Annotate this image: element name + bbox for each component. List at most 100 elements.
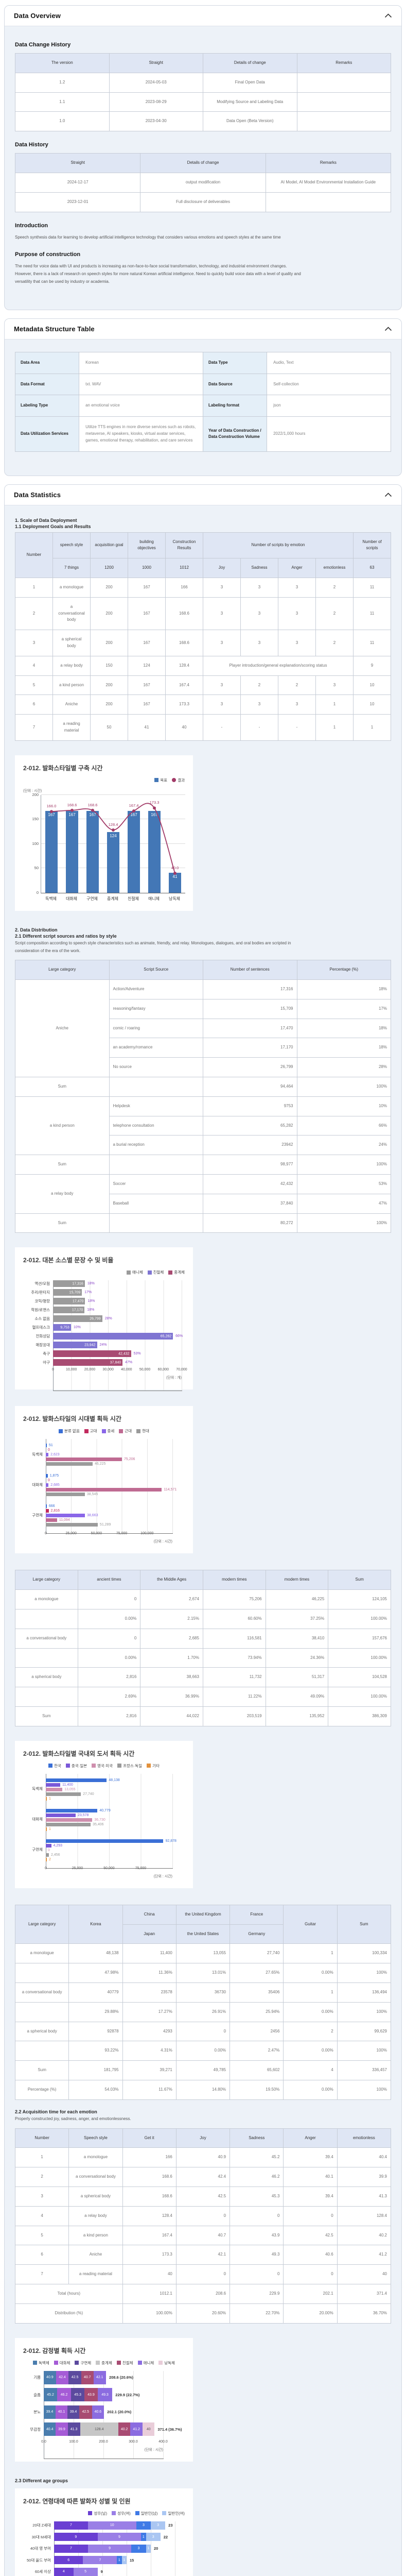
bar xyxy=(46,1853,49,1857)
bar-segment: 9 xyxy=(97,2533,142,2541)
table-cell: a spherical body xyxy=(15,1667,78,1688)
data-overview-header[interactable]: Data Overview xyxy=(5,6,401,26)
table-cell: a monologue xyxy=(14,1943,69,1964)
section-title-purpose: Purpose of construction xyxy=(15,251,81,258)
legend: 성우(남) 성우(여) 일반인(남) 일반인(여) xyxy=(23,2511,185,2516)
hlab: 20대 Z세대 xyxy=(32,2523,51,2528)
table-header-cell: Straight xyxy=(109,53,203,73)
chevron-up-icon[interactable] xyxy=(384,327,392,331)
table-cell: 3 xyxy=(315,675,354,696)
chart-title: 2-012. 발화스타일별 구축 시간 xyxy=(23,764,103,772)
table-cell: 46,225 xyxy=(265,1589,329,1610)
table-header-cell: Straight xyxy=(14,153,141,173)
glayer xyxy=(46,1439,173,1534)
bar xyxy=(46,1857,47,1861)
hlab: 슬픔 xyxy=(33,2392,41,2397)
vallab: 0 xyxy=(48,1448,50,1452)
table-cell: Final Open Data xyxy=(203,72,297,93)
chart-element: 구연체 xyxy=(86,896,98,901)
chart-element: 7 9 3 1 xyxy=(54,2544,151,2553)
table-cell: 0 xyxy=(230,2264,284,2284)
hlab: 추리/판타지 xyxy=(31,1290,50,1295)
table-cell: 11.22% xyxy=(202,1687,266,1707)
table-cell: an academy/romance xyxy=(109,1038,203,1058)
hlab: 학원/로맨스 xyxy=(31,1308,50,1313)
table-cell: 51,317 xyxy=(265,1667,329,1688)
legend-item: 중계체 xyxy=(96,2360,112,2366)
pctlab: 28% xyxy=(104,1317,112,1321)
table-cell: 2 xyxy=(283,2021,338,2042)
data-statistics-header[interactable]: Data Statistics xyxy=(5,484,401,505)
hrow: 1 xyxy=(46,1827,185,1831)
bar-segment: 4 xyxy=(54,2567,74,2576)
hlab: 분노 xyxy=(33,2410,41,2415)
table-header-cell: Large category xyxy=(14,1904,69,1944)
vxlabels: 독백체 대화체 구연체 중계체 친절체 애니체 낭독체 xyxy=(41,893,185,902)
table-cell: 0 xyxy=(175,2206,231,2226)
legend-item: 영국·미국 xyxy=(92,1763,113,1769)
table-cell: 100.00% xyxy=(328,1687,391,1707)
bar-segment: 40 xyxy=(143,2422,155,2436)
point-label: 40.0 xyxy=(171,865,179,870)
legend-item: 프랑스·독일 xyxy=(117,1763,142,1769)
lg xyxy=(147,1764,151,1768)
data-statistics-title: Data Statistics xyxy=(14,490,61,499)
vallab: 0 xyxy=(48,1848,50,1852)
bar: 42,432 xyxy=(53,1350,131,1358)
table-cell: 27,740 xyxy=(230,1943,284,1964)
vallab: 2,623 xyxy=(50,1453,60,1457)
table-cell: 128.4 xyxy=(122,2206,176,2226)
table-cell: 157,676 xyxy=(328,1628,391,1649)
table-header-cell: ancient times xyxy=(77,1570,141,1590)
chevron-up-icon[interactable] xyxy=(384,492,392,497)
table-cell: 9753 xyxy=(203,1096,297,1116)
table-cell: 93.22% xyxy=(68,2041,123,2061)
totlab: 371.4 (36.7%) xyxy=(157,2427,182,2432)
bar-segment: 1 xyxy=(117,2556,122,2565)
vallab: 1 xyxy=(49,1827,51,1831)
table-cell: 3 xyxy=(14,2186,69,2207)
bar: 23,942 xyxy=(53,1342,97,1349)
legend-item: 중세 xyxy=(101,1428,114,1434)
bar-segment: 42.1 xyxy=(93,2370,106,2384)
chart-element: 대화체 1,875 0 2,685 114,571 38,545 xyxy=(23,1469,185,1500)
table-cell: 167.4 xyxy=(122,2225,176,2246)
table-cell: 7 xyxy=(14,2264,69,2284)
chart-element: 애니체 xyxy=(148,896,160,901)
metadata-title: Metadata Structure Table xyxy=(14,325,95,333)
hrow: 20대 Z세대 7 10 3 3 23 xyxy=(23,2521,185,2530)
hlab: 무감정 xyxy=(30,2427,41,2432)
heading-age-groups: 2.3 Different age groups xyxy=(15,2478,68,2483)
unit-br: (단위 : 시간) xyxy=(153,1874,172,1878)
chart-element: 42.1 xyxy=(96,2376,103,2380)
table-header-cell: Large category xyxy=(15,960,110,980)
emotion-description: Properly constructed joy, sadness, anger… xyxy=(15,2116,131,2121)
table-cell: 200 xyxy=(90,577,128,598)
totlab: 23 xyxy=(168,2523,173,2528)
hlab: 40대 영 부머 xyxy=(30,2546,51,2551)
table-cell: 4293 xyxy=(122,2021,176,2042)
chart-element: 39.4 xyxy=(46,2410,54,2414)
lg xyxy=(96,2361,100,2365)
table-header-cell: Data Format xyxy=(14,373,80,396)
table-cell: 36.99% xyxy=(140,1687,203,1707)
bar xyxy=(46,1509,49,1513)
bar-segment: 7 xyxy=(54,2544,88,2553)
lg xyxy=(116,2361,121,2365)
table-cell: comic / roaring xyxy=(109,1018,203,1039)
bar-segment: 9 xyxy=(54,2533,98,2541)
ylab: 200 xyxy=(32,792,39,797)
hrow: 48,138 xyxy=(46,1778,185,1782)
metadata-header[interactable]: Metadata Structure Table xyxy=(5,318,401,340)
bar: 167 xyxy=(148,811,161,893)
chevron-up-icon[interactable] xyxy=(384,13,392,18)
hlab: 전화상담 xyxy=(36,1334,50,1339)
chart-element: 128.4 xyxy=(94,2427,104,2431)
hlab: 대화체 xyxy=(32,1482,43,1487)
hrow: 0 xyxy=(46,1479,185,1482)
vallab: 36,730 xyxy=(94,1818,105,1822)
pctlab: 53% xyxy=(133,1352,141,1356)
vplot: 0 50 100 150 200 167 167 167 124 167 167 41 166.0 168… xyxy=(32,792,185,895)
table-header-cell: Sadness xyxy=(230,2128,284,2148)
